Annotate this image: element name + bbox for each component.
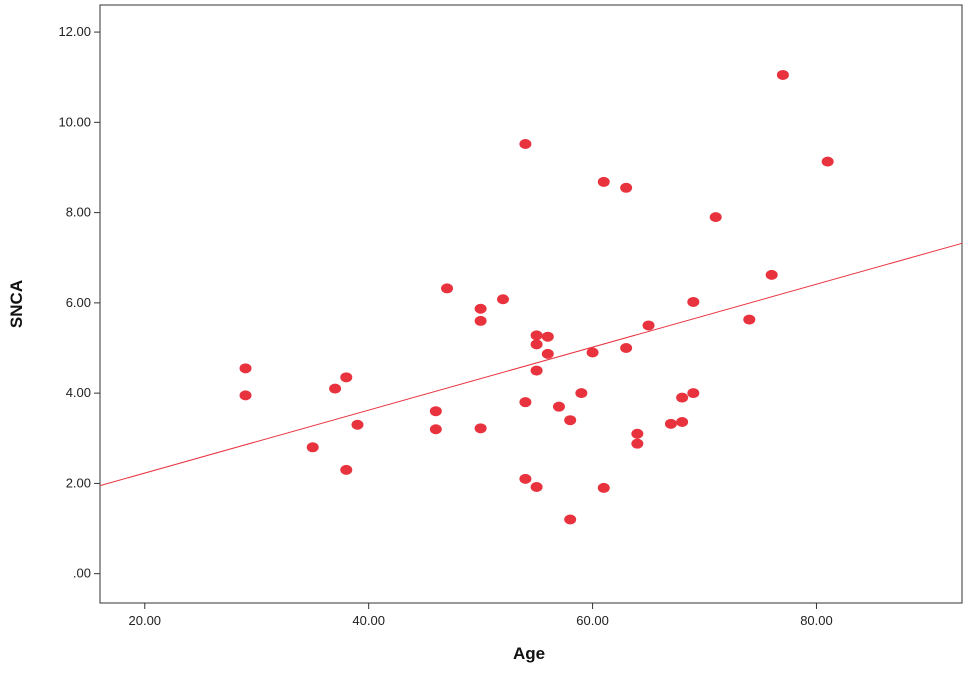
data-point [441, 283, 454, 294]
y-axis: .00 2.00 4.00 6.00 8.00 10.00 12.00 [58, 24, 100, 581]
data-point [530, 339, 543, 350]
y-tick-label: 2.00 [66, 475, 91, 490]
data-points [239, 69, 834, 525]
data-point [631, 438, 644, 449]
data-point [564, 514, 577, 525]
x-axis: 20.00 40.00 60.00 80.00 [129, 603, 833, 628]
data-point [821, 156, 834, 167]
plot-frame [99, 4, 963, 604]
data-point [597, 176, 610, 187]
data-point [474, 423, 487, 434]
data-point [676, 417, 689, 428]
data-point [687, 296, 700, 307]
data-point [530, 365, 543, 376]
data-point [541, 331, 554, 342]
data-point [519, 473, 532, 484]
data-point [620, 182, 633, 193]
data-point [519, 397, 532, 408]
x-tick-label: 40.00 [352, 613, 385, 628]
data-point [552, 401, 565, 412]
data-point [329, 383, 342, 394]
data-point [631, 428, 644, 439]
data-point [519, 139, 532, 150]
x-axis-title: Age [513, 644, 545, 663]
y-tick-label: 12.00 [58, 24, 91, 39]
data-point [687, 388, 700, 399]
data-point [620, 343, 633, 354]
y-tick-label: 4.00 [66, 385, 91, 400]
fit-line [99, 242, 963, 487]
data-point [351, 419, 364, 430]
data-point [530, 482, 543, 493]
data-point [429, 406, 442, 417]
y-tick-label: 10.00 [58, 114, 91, 129]
data-point [564, 415, 577, 426]
data-point [340, 464, 353, 475]
y-tick-label: 6.00 [66, 295, 91, 310]
y-tick-label: 8.00 [66, 205, 91, 220]
data-point [340, 372, 353, 383]
data-point [575, 388, 588, 399]
x-tick-label: 20.00 [129, 613, 162, 628]
data-point [776, 69, 789, 80]
data-point [743, 314, 756, 325]
data-point [541, 348, 554, 359]
data-point [497, 294, 510, 305]
data-point [664, 418, 677, 429]
x-tick-label: 80.00 [800, 613, 833, 628]
data-point [642, 320, 655, 331]
y-axis-title: SNCA [7, 280, 26, 328]
data-point [306, 442, 319, 453]
data-point [709, 212, 722, 223]
data-point [239, 390, 252, 401]
data-point [474, 315, 487, 326]
x-tick-label: 60.00 [576, 613, 609, 628]
data-point [530, 330, 543, 341]
y-tick-label: .00 [73, 566, 91, 581]
data-point [765, 269, 778, 280]
data-point [676, 392, 689, 403]
data-point [597, 482, 610, 493]
data-point [586, 347, 599, 358]
data-point [239, 363, 252, 374]
data-point [429, 424, 442, 435]
data-point [474, 303, 487, 314]
